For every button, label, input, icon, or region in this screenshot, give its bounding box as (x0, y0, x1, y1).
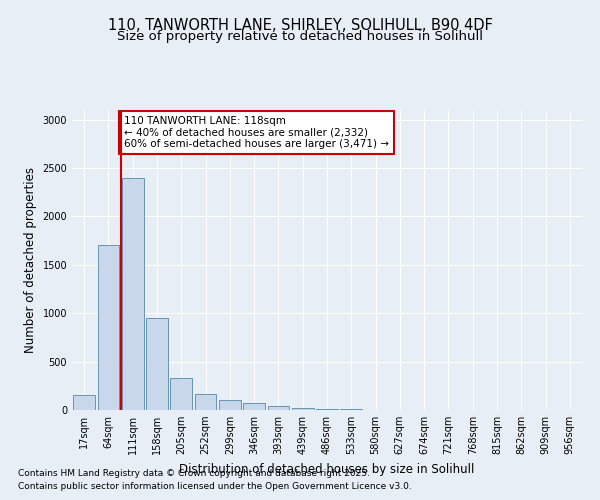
X-axis label: Distribution of detached houses by size in Solihull: Distribution of detached houses by size … (179, 462, 475, 475)
Text: 110, TANWORTH LANE, SHIRLEY, SOLIHULL, B90 4DF: 110, TANWORTH LANE, SHIRLEY, SOLIHULL, B… (107, 18, 493, 32)
Bar (170, 378, 192, 410)
Text: Contains HM Land Registry data © Crown copyright and database right 2025.: Contains HM Land Registry data © Crown c… (18, 468, 370, 477)
Bar (316, 408, 338, 410)
Bar (243, 403, 265, 410)
Bar (97, 246, 119, 410)
Bar (292, 408, 314, 410)
Bar (73, 396, 95, 410)
Y-axis label: Number of detached properties: Number of detached properties (24, 167, 37, 353)
Text: 110 TANWORTH LANE: 118sqm
← 40% of detached houses are smaller (2,332)
60% of se: 110 TANWORTH LANE: 118sqm ← 40% of detac… (124, 116, 389, 149)
Bar (122, 178, 143, 410)
Bar (194, 394, 217, 410)
Bar (340, 409, 362, 410)
Bar (146, 318, 168, 410)
Bar (219, 400, 241, 410)
Text: Contains public sector information licensed under the Open Government Licence v3: Contains public sector information licen… (18, 482, 412, 491)
Text: Size of property relative to detached houses in Solihull: Size of property relative to detached ho… (117, 30, 483, 43)
Bar (268, 406, 289, 410)
